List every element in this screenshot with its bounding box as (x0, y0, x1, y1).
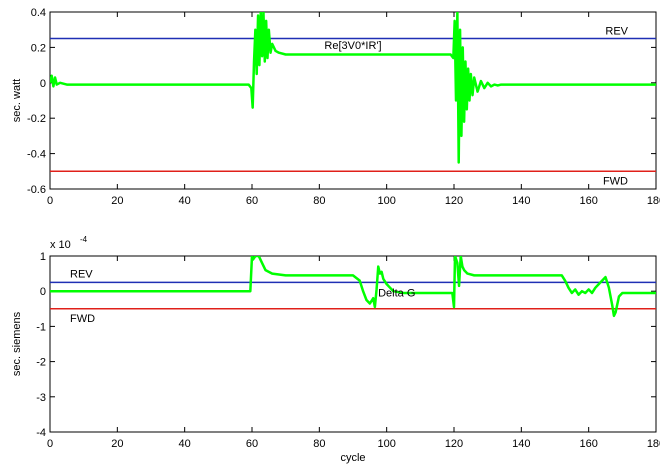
threshold-label-fwd: FWD (603, 175, 628, 187)
threshold-label-rev: REV (70, 268, 93, 280)
x-tick-label: 20 (111, 438, 123, 450)
x-tick-label: 0 (47, 438, 53, 450)
x-tick-label: 40 (179, 438, 191, 450)
y-exponent-power: -4 (80, 235, 88, 244)
x-tick-label: 40 (179, 195, 191, 207)
chart-bottom: 0 20 40 60 80 100 120 140 160 180 1 0 -1 -2 -3 -4 x 10 -4… (11, 235, 660, 464)
x-tick-label: 180 (647, 438, 660, 450)
series-annotation: Delta G (378, 287, 415, 299)
x-tick-label: 80 (313, 195, 325, 207)
x-tick-label: 120 (445, 438, 463, 450)
y-tick-label: -0.2 (27, 113, 46, 125)
y-tick-label: -3 (36, 392, 46, 404)
x-tick-label: 0 (47, 195, 53, 207)
threshold-label-fwd: FWD (70, 313, 95, 325)
threshold-label-rev: REV (605, 26, 628, 38)
x-tick-label: 100 (377, 195, 395, 207)
y-tick-label: 0.4 (31, 7, 46, 19)
y-tick-label: 1 (40, 251, 46, 263)
y-tick-label: 0.2 (31, 42, 46, 54)
y-tick-label: -0.4 (27, 149, 46, 161)
y-tick-label: -0.6 (27, 184, 46, 196)
x-tick-label: 80 (313, 438, 325, 450)
x-tick-label: 60 (246, 438, 258, 450)
axes-frame (49, 255, 657, 433)
y-tick-label: 0 (40, 78, 46, 90)
x-tick-label: 100 (377, 438, 395, 450)
y-tick-label: -2 (36, 357, 46, 369)
y-axis-label: sec. watt (11, 79, 23, 122)
series-line (50, 12, 656, 164)
x-tick-label: 140 (512, 195, 530, 207)
x-tick-label: 60 (246, 195, 258, 207)
y-tick-label: 0 (40, 286, 46, 298)
x-tick-label: 180 (647, 195, 660, 207)
y-tick-label: -4 (36, 427, 46, 439)
y-axis-label: sec. siemens (11, 311, 23, 376)
chart-top: 0 20 40 60 80 100 120 140 160 180 0.4 0.2 0 -0.2 -0.4 -… (11, 7, 660, 207)
x-tick-label: 160 (579, 195, 597, 207)
y-exponent-label: x 10 (50, 239, 71, 251)
y-tick-label: -1 (36, 321, 46, 333)
x-tick-label: 120 (445, 195, 463, 207)
series-line (50, 256, 656, 318)
x-tick-label: 140 (512, 438, 530, 450)
axes-frame (49, 11, 657, 190)
series-annotation: Re[3V0*IR'] (324, 40, 381, 52)
x-tick-label: 20 (111, 195, 123, 207)
x-tick-label: 160 (579, 438, 597, 450)
x-axis-label: cycle (340, 452, 365, 464)
